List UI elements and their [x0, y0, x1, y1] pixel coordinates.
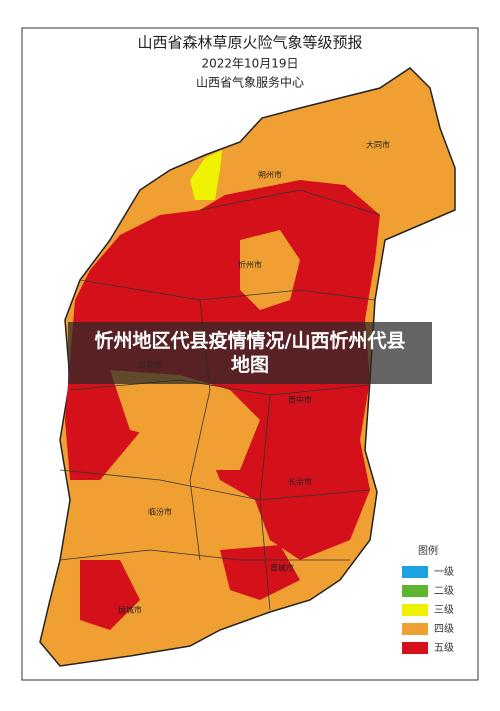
legend-label: 三级 [434, 604, 454, 616]
city-label: 长治市 [288, 477, 312, 487]
city-label: 忻州市 [238, 260, 262, 270]
legend-label: 二级 [434, 585, 454, 597]
legend-label: 一级 [434, 566, 454, 578]
legend-swatch [402, 566, 428, 578]
legend-swatch [402, 642, 428, 654]
legend-label: 四级 [434, 623, 454, 635]
city-label: 临汾市 [148, 507, 172, 517]
legend-swatch [402, 604, 428, 616]
caption: 忻州地区代县疫情情况/山西忻州代县地图 [68, 322, 432, 384]
city-label: 晋中市 [288, 395, 312, 405]
issuer: 山西省气象服务中心 [196, 75, 304, 90]
city-label: 运城市 [118, 605, 142, 615]
legend-swatch [402, 585, 428, 597]
title: 山西省森林草原火险气象等级预报 [137, 34, 362, 52]
legend-title: 图例 [418, 544, 438, 557]
city-label: 大同市 [366, 140, 390, 150]
city-label: 朔州市 [258, 170, 282, 180]
legend-swatch [402, 623, 428, 635]
date: 2022年10月19日 [201, 57, 298, 71]
city-label: 晋城市 [270, 563, 294, 573]
legend-label: 五级 [434, 642, 454, 654]
